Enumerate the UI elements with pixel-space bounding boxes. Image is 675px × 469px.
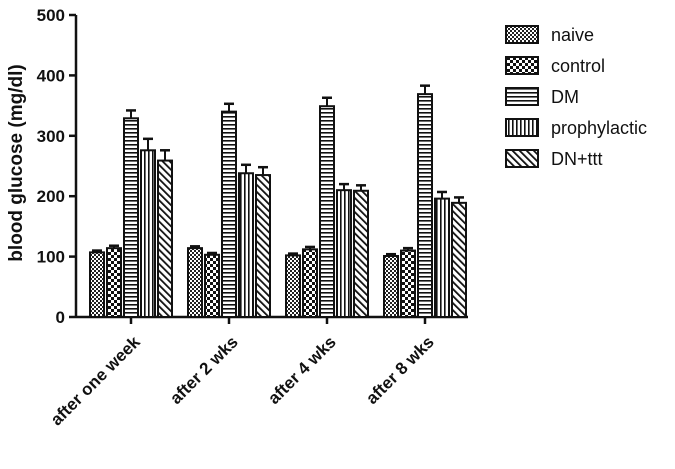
category-labels: after one week after 2 wks after 4 wks afte…: [47, 332, 438, 429]
bar-control-1: [204, 253, 220, 318]
bar-naive-0: [89, 251, 105, 318]
bar-naive-2: [285, 254, 301, 318]
bar-prophylactic-2: [336, 189, 352, 318]
bar-prophylactic-3: [434, 197, 450, 318]
legend-label: DM: [551, 87, 579, 107]
legend-swatch: [505, 25, 539, 44]
bar-control-2: [302, 248, 318, 319]
bar-dn-ttt-2: [353, 189, 369, 319]
bar-prophylactic-0: [140, 149, 156, 318]
bar-control-0: [106, 247, 122, 318]
bar-naive-3: [383, 254, 399, 319]
legend-swatch: [505, 56, 539, 75]
y-tick-label: 500: [37, 6, 65, 25]
bar-naive-1: [187, 247, 203, 318]
bars: [89, 84, 467, 319]
bar-dm-3: [417, 93, 433, 319]
bar-control-3: [400, 249, 416, 318]
legend-label: control: [551, 56, 605, 76]
legend-swatch: [505, 87, 539, 106]
bar-dn-ttt-0: [157, 159, 173, 318]
bar-dn-ttt-1: [255, 174, 271, 318]
x-category-label: after 4 wks: [264, 332, 340, 408]
x-category-label: after 8 wks: [362, 332, 438, 408]
y-tick-label: 200: [37, 187, 65, 206]
legend-label: DN+ttt: [551, 149, 603, 169]
y-axis-title: blood glucose (mg/dl): [6, 64, 27, 261]
y-tick-label: 300: [37, 127, 65, 146]
bar-dm-1: [221, 110, 237, 318]
legend-label: naive: [551, 25, 594, 45]
bar-dm-0: [123, 117, 139, 318]
y-tick-label: 400: [37, 66, 65, 85]
y-tick-label: 100: [37, 248, 65, 267]
legend-label: prophylactic: [551, 118, 647, 138]
bar-dm-2: [319, 105, 335, 319]
bar-prophylactic-1: [238, 172, 254, 318]
legend-swatch: [505, 149, 539, 168]
legend: naive control DM prophylactic DN+ttt: [505, 25, 647, 169]
y-tick-label: 0: [56, 308, 65, 327]
legend-swatch: [505, 118, 539, 137]
bar-dn-ttt-3: [451, 201, 467, 318]
x-category-label: after 2 wks: [166, 332, 242, 408]
x-category-label: after one week: [47, 332, 144, 429]
